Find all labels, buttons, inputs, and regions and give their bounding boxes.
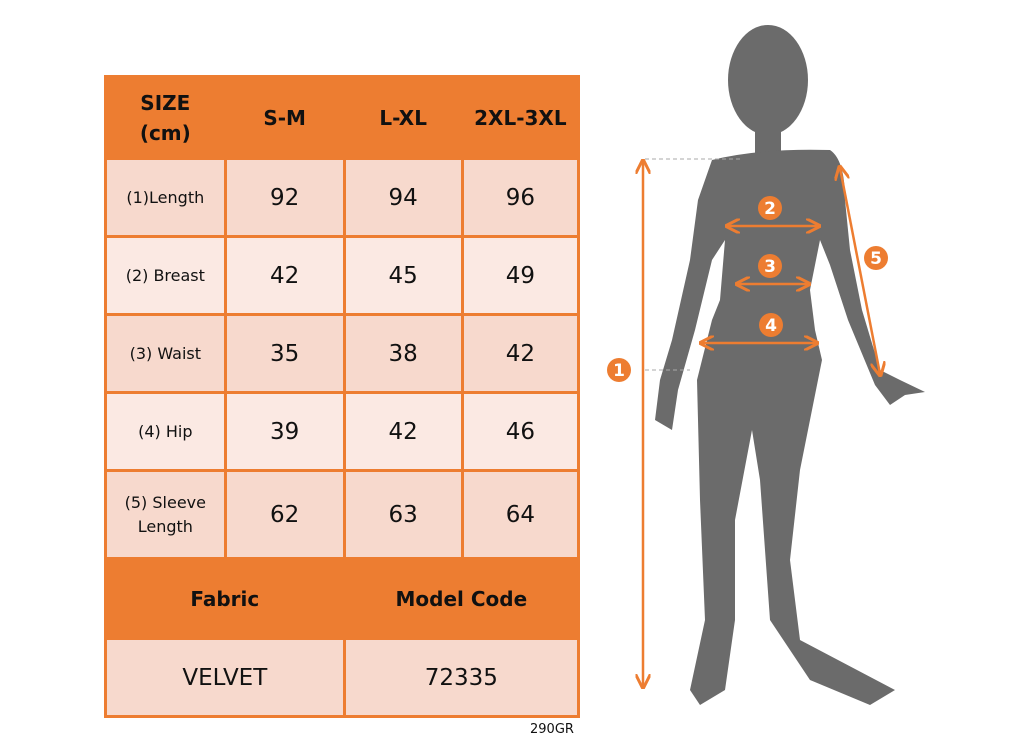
size-header: SIZE (cm) (104, 75, 227, 160)
size-chart-table: SIZE (cm) S-M L-XL 2XL-3XL (1)Length 92 … (104, 75, 581, 718)
cell: 39 (223, 391, 346, 472)
table-row: (4) Hip 39 42 46 (104, 391, 581, 472)
fabric-header-row: Fabric Model Code (104, 557, 581, 640)
row-label: (3) Waist (104, 313, 227, 394)
row-label: (2) Breast (104, 235, 227, 316)
cell: 42 (460, 313, 581, 394)
size-l-xl: L-XL (342, 75, 464, 160)
cell: 64 (460, 469, 581, 560)
marker-1: 1 (613, 361, 625, 381)
table-row: (2) Breast 42 45 49 (104, 235, 581, 316)
model-code-label: Model Code (342, 557, 581, 640)
table-row: (3) Waist 35 38 42 (104, 313, 581, 394)
fabric-row: VELVET 72335 (104, 637, 581, 718)
cell: 45 (342, 235, 464, 316)
cell: 94 (342, 157, 464, 238)
sleeve-arrow (840, 168, 880, 374)
table-row: (1)Length 92 94 96 (104, 157, 581, 238)
row-label: (4) Hip (104, 391, 227, 472)
cell: 38 (342, 313, 464, 394)
fabric-value: VELVET (104, 637, 346, 718)
marker-2: 2 (764, 199, 776, 219)
row-label: (1)Length (104, 157, 227, 238)
size-2xl-3xl: 2XL-3XL (460, 75, 581, 160)
fabric-label: Fabric (104, 557, 346, 640)
cell: 49 (460, 235, 581, 316)
model-code-value: 72335 (342, 637, 581, 718)
size-s-m: S-M (223, 75, 346, 160)
cell: 96 (460, 157, 581, 238)
cell: 42 (342, 391, 464, 472)
cell: 35 (223, 313, 346, 394)
cell: 42 (223, 235, 346, 316)
marker-4: 4 (765, 316, 777, 336)
table-row: (5) Sleeve Length 62 63 64 (104, 469, 581, 560)
marker-3: 3 (764, 257, 776, 277)
cell: 63 (342, 469, 464, 560)
marker-5: 5 (870, 249, 882, 269)
silhouette (655, 25, 925, 705)
cell: 92 (223, 157, 346, 238)
row-label: (5) Sleeve Length (104, 469, 227, 560)
cell: 62 (223, 469, 346, 560)
weight-label: 290GR (530, 722, 574, 737)
header-row: SIZE (cm) S-M L-XL 2XL-3XL (104, 75, 581, 160)
cell: 46 (460, 391, 581, 472)
